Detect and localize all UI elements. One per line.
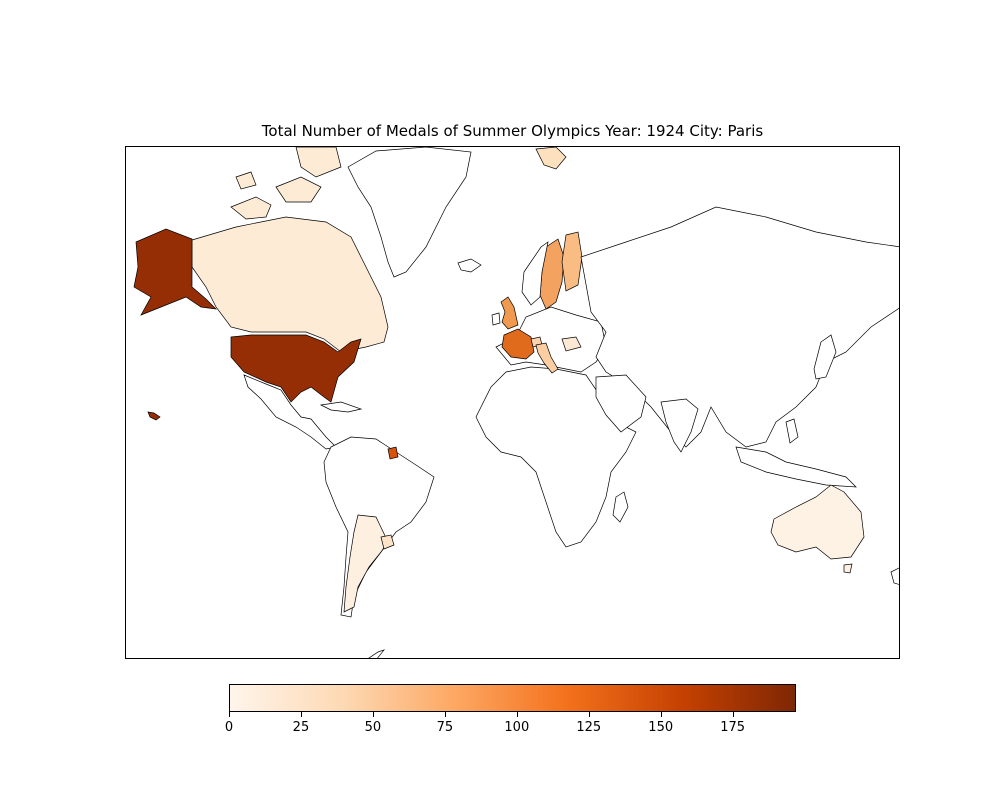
region-suriname[interactable] xyxy=(387,446,399,460)
region-arabia[interactable] xyxy=(595,374,647,433)
colorbar-tick xyxy=(588,712,590,717)
colorbar-tick xyxy=(516,712,518,717)
region-united-states[interactable] xyxy=(230,334,362,403)
region-japan[interactable] xyxy=(813,334,837,380)
world-map xyxy=(133,147,900,659)
colorbar-tick xyxy=(660,712,662,717)
region-madagascar[interactable] xyxy=(612,491,629,523)
colorbar-tick xyxy=(732,712,734,717)
region-france[interactable] xyxy=(501,328,535,360)
colorbar-tick-label: 25 xyxy=(292,720,310,735)
region-india[interactable] xyxy=(660,398,699,453)
colorbar xyxy=(229,684,796,712)
colorbar-tick xyxy=(444,712,446,717)
region-greenland[interactable] xyxy=(347,147,472,278)
colorbar-tick-label: 75 xyxy=(436,720,454,735)
region-alaska[interactable] xyxy=(133,228,217,316)
region-ireland[interactable] xyxy=(491,312,501,326)
region-svalbard[interactable] xyxy=(535,147,567,170)
colorbar-tick-label: 0 xyxy=(224,720,234,735)
region-uruguay[interactable] xyxy=(380,534,395,550)
colorbar-tick xyxy=(300,712,302,717)
region-hawaii[interactable] xyxy=(147,411,161,421)
region-finland[interactable] xyxy=(561,231,583,292)
colorbar-tick-label: 100 xyxy=(504,720,530,735)
colorbar-ticks: 0 25 50 75 100 125 150 175 xyxy=(225,712,796,742)
region-caribbean[interactable] xyxy=(319,401,363,413)
colorbar-tick-label: 50 xyxy=(364,720,382,735)
region-indonesia[interactable] xyxy=(735,446,857,488)
region-eastern-europe[interactable] xyxy=(561,336,582,352)
region-antarctic-tip[interactable] xyxy=(366,649,386,659)
colorbar-tick xyxy=(229,712,230,717)
region-new-zealand[interactable] xyxy=(890,567,900,585)
region-iceland[interactable] xyxy=(457,258,482,273)
map-frame xyxy=(125,146,900,659)
map-title: Total Number of Medals of Summer Olympic… xyxy=(261,122,764,140)
region-canada-islands[interactable] xyxy=(230,147,342,220)
region-australia[interactable] xyxy=(770,484,865,560)
region-united-kingdom[interactable] xyxy=(500,296,519,330)
colorbar-tick-label: 175 xyxy=(720,720,746,735)
region-philippines[interactable] xyxy=(785,418,799,444)
region-norway[interactable] xyxy=(521,241,549,306)
region-canada[interactable] xyxy=(191,216,389,353)
region-africa[interactable] xyxy=(475,366,637,548)
region-tasmania[interactable] xyxy=(843,563,853,574)
colorbar-tick-label: 125 xyxy=(576,720,602,735)
colorbar-tick-label: 150 xyxy=(648,720,674,735)
colorbar-tick xyxy=(372,712,374,717)
region-italy[interactable] xyxy=(535,342,559,374)
